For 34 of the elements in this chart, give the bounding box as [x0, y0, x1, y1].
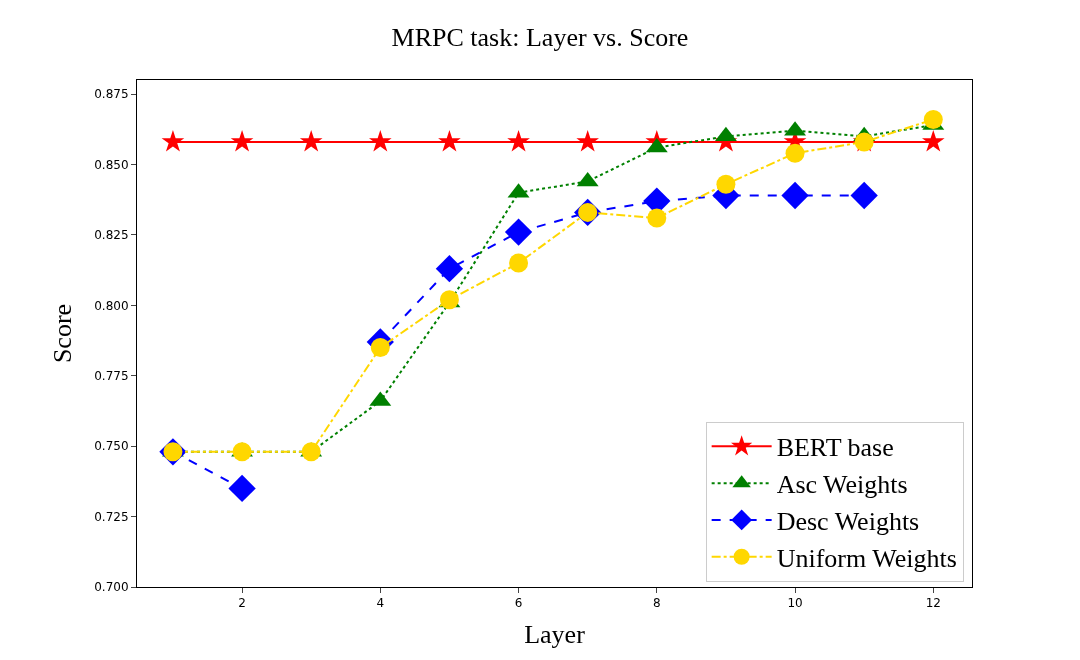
point — [230, 130, 254, 152]
point — [507, 130, 530, 152]
y-tick-label: 0.725 — [94, 509, 129, 524]
point — [716, 174, 736, 194]
point — [923, 109, 943, 129]
legend-label: Asc Weights — [776, 470, 908, 500]
chart-title: MRPC task: Layer vs. Score — [391, 23, 689, 53]
legend-label: Uniform Weights — [776, 543, 957, 573]
point — [921, 130, 945, 152]
y-tick-label: 0.775 — [94, 368, 129, 383]
point — [299, 130, 323, 152]
point — [438, 130, 461, 152]
point — [576, 130, 599, 152]
x-tick-label: 6 — [514, 596, 523, 611]
point — [368, 130, 392, 152]
x-axis-title: Layer — [524, 620, 586, 650]
y-tick-label: 0.750 — [94, 439, 129, 454]
x-tick-label: 12 — [925, 596, 941, 611]
y-axis-title: Score — [47, 303, 77, 364]
x-tick-label: 2 — [238, 596, 246, 611]
y-tick-label: 0.850 — [94, 157, 129, 172]
point — [301, 442, 321, 462]
x-tick-label: 8 — [652, 596, 661, 611]
y-tick-label: 0.875 — [94, 87, 129, 102]
point — [785, 143, 805, 163]
x-tick-label: 10 — [787, 596, 803, 611]
y-tick-label: 0.800 — [94, 298, 129, 313]
point — [370, 338, 390, 358]
y-tick-label: 0.700 — [94, 580, 129, 595]
legend-label: BERT base — [776, 433, 894, 463]
legend-label: Desc Weights — [776, 507, 920, 537]
point — [161, 130, 185, 152]
y-tick-label: 0.825 — [94, 228, 129, 243]
x-tick-label: 4 — [376, 596, 385, 611]
